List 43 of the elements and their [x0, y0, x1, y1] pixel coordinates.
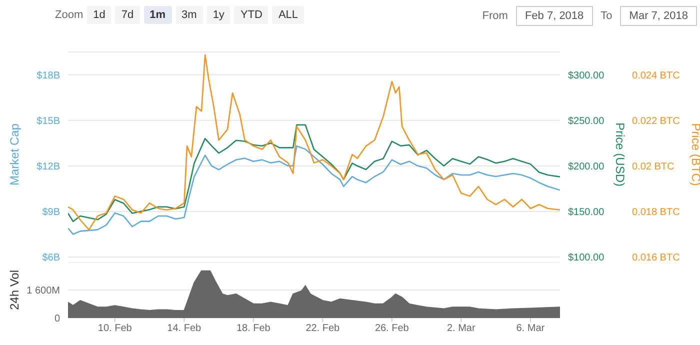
- y2-tick-label: $150.00: [568, 206, 605, 218]
- text: Zoom: [55, 9, 84, 21]
- y-tick-label: $18B: [36, 70, 60, 82]
- line-series: [68, 146, 560, 235]
- x-tick-label: 2. Mar: [446, 323, 476, 334]
- y3-tick-label: 0.022 BTC: [632, 116, 680, 127]
- y3-tick-label: 0.018 BTC: [632, 206, 680, 218]
- y2-tick-label: $300.00: [568, 70, 605, 82]
- y3-axis-title: Price (BTC): [688, 123, 700, 186]
- line-series: [68, 124, 560, 222]
- zoom-button: 3m: [176, 6, 203, 24]
- zoom-button: 7d: [115, 6, 140, 24]
- date-field: Mar 7, 2018: [620, 6, 697, 26]
- zoom-button: 1y: [206, 6, 230, 24]
- y-axis-title: Market Cap: [7, 123, 22, 186]
- y2-tick-label: $100.00: [568, 252, 605, 264]
- y3-tick-label: 0.016 BTC: [632, 252, 680, 264]
- line-series: [68, 54, 560, 230]
- y2-tick-label: $250.00: [568, 116, 605, 127]
- zoom-button: 1m: [144, 6, 172, 24]
- x-tick-label: 6. Mar: [516, 323, 546, 334]
- zoom-button: ALL: [272, 6, 304, 24]
- y-tick-label: $9B: [42, 206, 60, 218]
- x-tick-label: 10. Feb: [98, 323, 132, 334]
- text: From: [482, 10, 508, 22]
- y3-tick-label: 0.024 BTC: [632, 70, 680, 82]
- y-tick-label: $6B: [42, 252, 60, 264]
- y2-axis-title: Price (USD): [612, 122, 627, 187]
- y2-tick-label: $200.00: [568, 161, 605, 172]
- y3-tick-label: 0.02 BTC: [632, 161, 674, 172]
- x-tick-label: 14. Feb: [167, 323, 202, 334]
- y-tick-label: $15B: [36, 116, 60, 127]
- date-field: Feb 7, 2018: [516, 6, 593, 26]
- zoom-button: YTD: [234, 6, 268, 24]
- y-axis-title: 24h Vol: [7, 270, 22, 310]
- zoom-button: 1d: [87, 6, 112, 24]
- y-tick-label: $12B: [36, 161, 60, 172]
- text: To: [600, 10, 612, 22]
- x-tick-label: 26. Feb: [374, 323, 410, 334]
- y-tick-label: 0: [54, 314, 60, 325]
- y-tick-label: 1 600M: [26, 286, 60, 297]
- x-tick-label: 22. Feb: [306, 323, 340, 334]
- x-tick-label: 18. Feb: [236, 323, 271, 334]
